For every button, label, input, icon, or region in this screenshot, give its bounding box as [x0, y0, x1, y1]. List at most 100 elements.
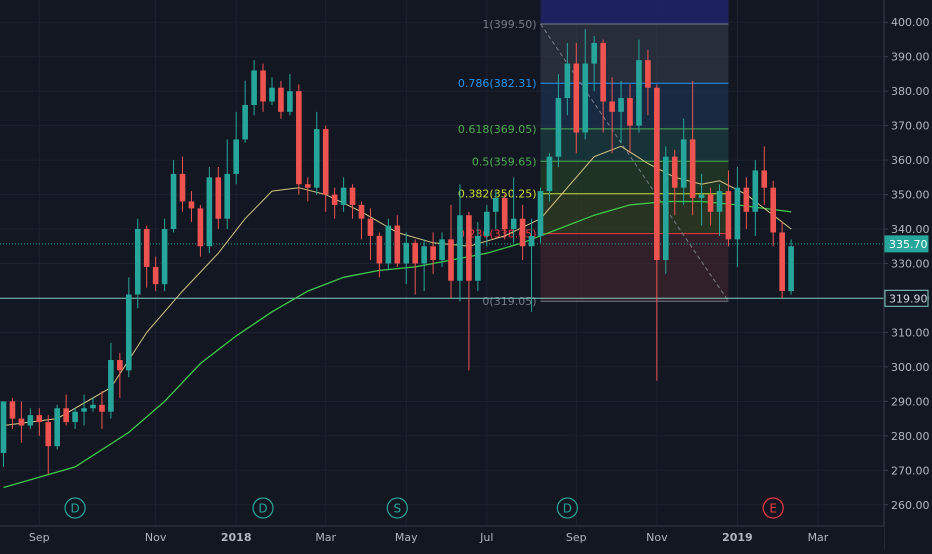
candle-body — [117, 360, 123, 371]
candle — [313, 111, 320, 195]
price-badge: 335.70 — [884, 235, 929, 253]
fib-level-label: 0.382(350.25) — [458, 188, 537, 201]
candle — [367, 208, 374, 261]
candle-body — [394, 225, 401, 264]
candle — [546, 153, 553, 202]
candle-body — [215, 177, 222, 219]
candle-body — [126, 294, 132, 371]
candle-body — [457, 215, 463, 281]
candle — [510, 177, 517, 243]
candle-body — [206, 177, 213, 247]
candle — [340, 177, 347, 212]
candle-body — [627, 98, 633, 126]
candle — [126, 277, 132, 378]
candle — [707, 187, 714, 226]
candle-body — [63, 408, 69, 423]
time-tick-label: Nov — [646, 531, 668, 544]
candle — [179, 156, 186, 212]
event-marker-circle — [386, 497, 408, 519]
time-tick-label: Mar — [808, 531, 829, 544]
candle-body — [609, 101, 615, 112]
candle — [322, 125, 329, 212]
candle-body — [45, 422, 52, 447]
candle-body — [636, 60, 642, 126]
candle — [349, 184, 356, 219]
time-tick-label: Mar — [315, 531, 336, 544]
candle-body — [501, 198, 508, 230]
price-tick-label: 300.00 — [891, 361, 930, 374]
fib-level-label: 0.5(359.65) — [472, 155, 537, 168]
candle-body — [367, 218, 374, 236]
candle — [331, 187, 338, 219]
candle-body — [36, 415, 43, 423]
candle-body — [179, 173, 186, 202]
candle-body — [278, 87, 284, 112]
candle — [537, 187, 544, 243]
candle — [421, 239, 427, 292]
price-tick-label: 390.00 — [891, 51, 930, 64]
candle — [305, 177, 311, 202]
candle-body — [421, 246, 427, 264]
candle — [215, 166, 222, 230]
candle-body — [591, 42, 597, 64]
candle-body — [376, 235, 383, 264]
candle-body — [698, 194, 705, 199]
candle-body — [108, 360, 114, 412]
price-axis-bg — [884, 0, 932, 550]
candle-body — [313, 129, 320, 188]
candle-body — [90, 404, 96, 409]
fib-zone — [540, 83, 729, 129]
candle-body — [671, 156, 678, 188]
candle — [224, 139, 231, 230]
price-tick-label: 350.00 — [891, 189, 930, 202]
candle — [663, 146, 669, 274]
candle — [600, 39, 606, 133]
price-tick-label: 360.00 — [891, 154, 930, 167]
candle — [645, 49, 651, 116]
candle — [54, 404, 60, 450]
candle — [251, 60, 257, 116]
candle-body — [761, 170, 768, 188]
candle — [752, 160, 759, 236]
candle — [233, 111, 239, 185]
time-axis[interactable]: Sep Nov 2018 Mar May Jul Sep Nov 2019 Mar — [0, 525, 884, 550]
price-tick-label: 400.00 — [891, 16, 930, 29]
price-axis[interactable]: 400.00 390.00 380.00 370.00 360.00 350.00 340.… — [883, 0, 932, 550]
time-tick-label: Sep — [566, 531, 587, 544]
candle — [779, 222, 785, 298]
candle-body — [779, 232, 785, 292]
candles — [0, 29, 794, 474]
candle — [358, 201, 365, 240]
candle-body — [519, 218, 526, 247]
candle — [475, 222, 481, 292]
candle — [654, 84, 660, 381]
event-marker-circle — [252, 497, 274, 519]
fib-zone — [540, 161, 729, 194]
candle-body — [663, 156, 669, 261]
price-tick-label: 290.00 — [891, 395, 930, 408]
candle-body — [0, 401, 7, 454]
candle — [269, 77, 275, 105]
fibonacci-retracement[interactable]: 1(399.50) 0.786(382.31) 0.618(369.05) 0.5(3… — [458, 0, 729, 308]
fib-zone — [540, 233, 729, 302]
price-badge-label: 319.90 — [889, 292, 928, 305]
candle-body — [54, 408, 60, 447]
candle-body — [555, 98, 562, 157]
candle — [680, 118, 687, 205]
candle — [439, 232, 445, 267]
candle — [287, 73, 293, 116]
candle — [555, 73, 562, 167]
candle-body — [725, 191, 732, 240]
candle-body — [260, 70, 266, 102]
candle-body — [546, 156, 553, 192]
price-tick-label: 280.00 — [891, 430, 930, 443]
candle — [618, 80, 624, 143]
candle-body — [305, 184, 311, 188]
candle — [18, 401, 25, 443]
price-tick-label: 370.00 — [891, 120, 930, 133]
candle-body — [403, 242, 410, 264]
candle — [27, 408, 34, 429]
time-axis-bg — [0, 526, 884, 550]
